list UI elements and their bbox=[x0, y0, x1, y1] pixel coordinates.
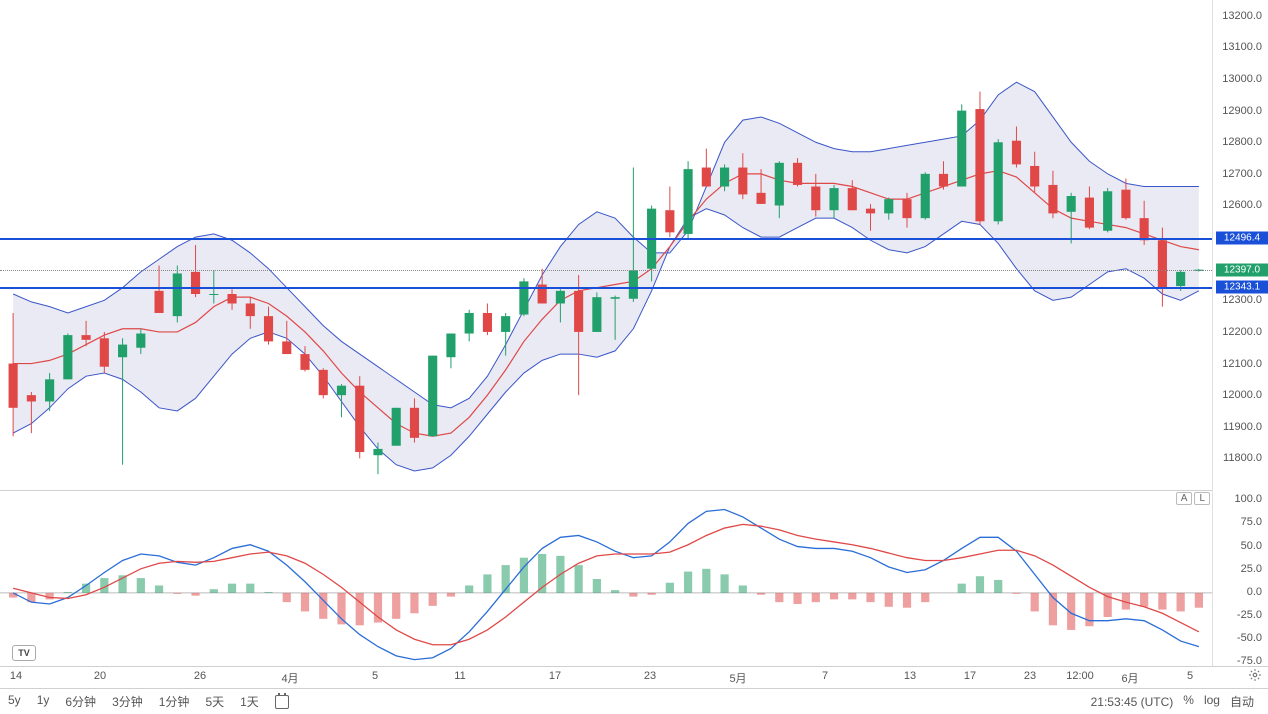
time-tick: 4月 bbox=[281, 670, 298, 686]
bottom-toolbar: 5y1y6分钟3分钟1分钟5天1天 21:53:45 (UTC) % log 自动 bbox=[0, 688, 1268, 714]
time-tick: 11 bbox=[454, 670, 465, 682]
price-tick: 12600.0 bbox=[1222, 199, 1262, 211]
time-tick: 20 bbox=[94, 670, 106, 682]
goto-date-button[interactable] bbox=[267, 695, 297, 709]
price-tick: 11800.0 bbox=[1223, 452, 1262, 464]
time-tick: 13 bbox=[904, 670, 916, 682]
time-tick: 12:00 bbox=[1066, 670, 1094, 682]
hline-lower[interactable] bbox=[0, 287, 1212, 289]
last-price-value: 12397.0 bbox=[1216, 263, 1268, 276]
price-chart[interactable] bbox=[0, 0, 1212, 490]
price-tick: 12700.0 bbox=[1222, 168, 1262, 180]
macd-chart[interactable] bbox=[0, 490, 1212, 666]
time-tick: 5 bbox=[1187, 670, 1193, 682]
price-tick: 12300.0 bbox=[1222, 294, 1262, 306]
clock[interactable]: 21:53:45 (UTC) bbox=[1091, 695, 1174, 709]
tradingview-badge[interactable]: TV bbox=[12, 645, 36, 661]
price-tick: 13200.0 bbox=[1222, 10, 1262, 22]
last-price-line bbox=[0, 270, 1212, 271]
time-tick: 26 bbox=[194, 670, 206, 682]
time-axis[interactable]: 14 20 26 4月 5 11 17 23 5月 7 13 17 23 12:00 6月 5 bbox=[0, 666, 1268, 688]
time-tick: 6月 bbox=[1121, 670, 1138, 686]
gear-icon[interactable] bbox=[1248, 668, 1262, 682]
pane-controls: A L bbox=[1176, 492, 1210, 505]
time-tick: 14 bbox=[10, 670, 22, 682]
opt-%[interactable]: % bbox=[1183, 693, 1194, 710]
time-tick: 23 bbox=[1024, 670, 1036, 682]
time-tick: 23 bbox=[644, 670, 656, 682]
range-5天[interactable]: 5天 bbox=[197, 693, 232, 710]
range-5y[interactable]: 5y bbox=[0, 693, 29, 710]
macd-tick: 25.0 bbox=[1241, 563, 1262, 575]
pane-btn-l[interactable]: L bbox=[1194, 492, 1210, 505]
price-tick: 11900.0 bbox=[1223, 421, 1262, 433]
macd-tick: -25.0 bbox=[1237, 609, 1262, 621]
macd-axis[interactable]: 100.075.050.025.00.0-25.0-50.0-75.0 bbox=[1212, 490, 1268, 666]
time-tick: 17 bbox=[549, 670, 561, 682]
macd-tick: 75.0 bbox=[1241, 516, 1262, 528]
range-6分钟[interactable]: 6分钟 bbox=[57, 693, 104, 710]
calendar-icon bbox=[275, 695, 289, 709]
macd-tick: 50.0 bbox=[1241, 540, 1262, 552]
hline-lower-value: 12343.1 bbox=[1216, 280, 1268, 293]
price-tick: 13100.0 bbox=[1222, 41, 1262, 53]
time-tick: 5 bbox=[372, 670, 378, 682]
price-tick: 12800.0 bbox=[1222, 136, 1262, 148]
time-tick: 5月 bbox=[729, 670, 746, 686]
range-1分钟[interactable]: 1分钟 bbox=[151, 693, 198, 710]
price-tick: 12200.0 bbox=[1222, 326, 1262, 338]
range-1天[interactable]: 1天 bbox=[232, 693, 267, 710]
price-tick: 12900.0 bbox=[1222, 105, 1262, 117]
macd-tick: -50.0 bbox=[1237, 632, 1262, 644]
time-tick: 17 bbox=[964, 670, 976, 682]
macd-tick: 0.0 bbox=[1247, 586, 1262, 598]
macd-tick: 100.0 bbox=[1234, 493, 1262, 505]
price-tick: 13000.0 bbox=[1222, 73, 1262, 85]
range-3分钟[interactable]: 3分钟 bbox=[104, 693, 151, 710]
time-tick: 7 bbox=[822, 670, 828, 682]
opt-log[interactable]: log bbox=[1204, 693, 1220, 710]
opt-自动[interactable]: 自动 bbox=[1230, 693, 1254, 710]
hline-upper[interactable] bbox=[0, 238, 1212, 240]
pane-btn-a[interactable]: A bbox=[1176, 492, 1193, 505]
price-tick: 12100.0 bbox=[1222, 358, 1262, 370]
hline-upper-value: 12496.4 bbox=[1216, 232, 1268, 245]
price-tick: 12000.0 bbox=[1222, 389, 1262, 401]
price-axis[interactable]: 13200.0 13100.0 13000.0 12900.0 12800.0 12700… bbox=[1212, 0, 1268, 490]
range-1y[interactable]: 1y bbox=[29, 693, 58, 710]
